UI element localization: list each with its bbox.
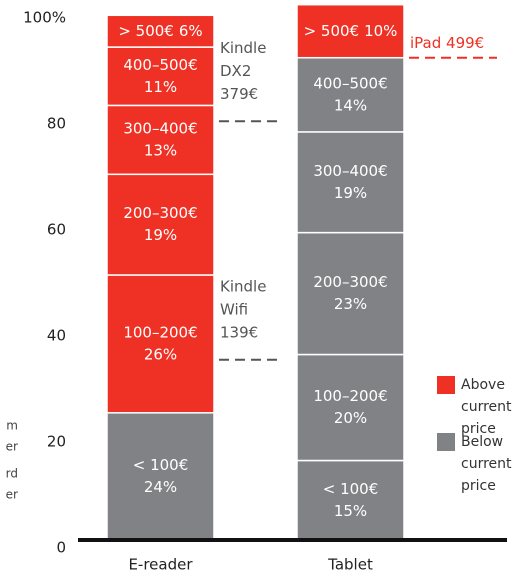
bar-segment [296, 353, 405, 462]
segment-name: 300–400€ [313, 162, 387, 180]
segment-value: 19% [144, 226, 177, 244]
y-tick-label: 0 [56, 539, 66, 557]
bar-segment [296, 56, 405, 133]
segment-name: < 100€ [323, 480, 379, 498]
segment-name: 300–400€ [123, 119, 197, 137]
segment-name: 200–300€ [123, 204, 197, 222]
bar-segment [106, 14, 215, 48]
segment-name: > 500€ [118, 22, 174, 40]
legend-label: current [461, 456, 512, 472]
side-note: er [6, 488, 18, 502]
side-note: er [6, 440, 18, 454]
side-note: rd [6, 467, 18, 481]
segment-value: 24% [144, 478, 177, 496]
bar-segment [106, 46, 215, 107]
segment-name: 100–200€ [123, 323, 197, 341]
segment-value: 23% [334, 295, 367, 313]
segment-value: 6% [179, 22, 203, 40]
segment-name: 400–500€ [123, 56, 197, 74]
annotation: iPad 499€ [410, 34, 484, 52]
segment-label: > 500€ 6% [118, 22, 202, 40]
segment-value: 26% [144, 345, 177, 363]
segment-name: 100–200€ [313, 387, 387, 405]
segment-name: 400–500€ [313, 74, 387, 92]
bar-segment [106, 173, 215, 276]
bar-segment [296, 459, 405, 541]
annotation: 139€ [220, 323, 258, 341]
x-tick-label: E-reader [128, 556, 193, 574]
y-tick-label: 40 [47, 327, 66, 345]
segment-value: 13% [144, 141, 177, 159]
bar-segment [296, 231, 405, 356]
x-tick-label: Tablet [327, 556, 373, 574]
segment-value: 19% [334, 184, 367, 202]
segment-value: 10% [364, 22, 397, 40]
legend-swatch [437, 433, 455, 451]
y-tick-label: 60 [47, 221, 66, 239]
legend-label: Above [461, 377, 505, 393]
side-note: m [6, 419, 18, 433]
y-tick-label: 80 [47, 115, 66, 133]
segment-name: > 500€ [304, 22, 360, 40]
legend-label: current [461, 399, 512, 415]
legend-swatch [437, 376, 455, 394]
bar-segment [106, 274, 215, 414]
annotation: DX2 [220, 62, 251, 80]
segment-label: > 500€ 10% [304, 22, 398, 40]
bar-segment [296, 3, 405, 59]
annotation: Kindle [220, 39, 266, 57]
annotation: Wifi [220, 300, 248, 318]
segment-name: 200–300€ [313, 273, 387, 291]
segment-name: < 100€ [133, 456, 189, 474]
bar-segment [106, 104, 215, 176]
legend-label: price [461, 421, 496, 437]
segment-value: 15% [334, 502, 367, 520]
legend-label: Below [461, 434, 503, 450]
y-tick-label: 100% [23, 9, 66, 27]
segment-value: 11% [144, 78, 177, 96]
legend-label: price [461, 478, 496, 494]
annotation: 379€ [220, 85, 258, 103]
bar-segment [106, 412, 215, 541]
bar-segment [296, 131, 405, 234]
segment-value: 14% [334, 96, 367, 114]
annotation: Kindle [220, 277, 266, 295]
y-tick-label: 20 [47, 433, 66, 451]
segment-value: 20% [334, 409, 367, 427]
